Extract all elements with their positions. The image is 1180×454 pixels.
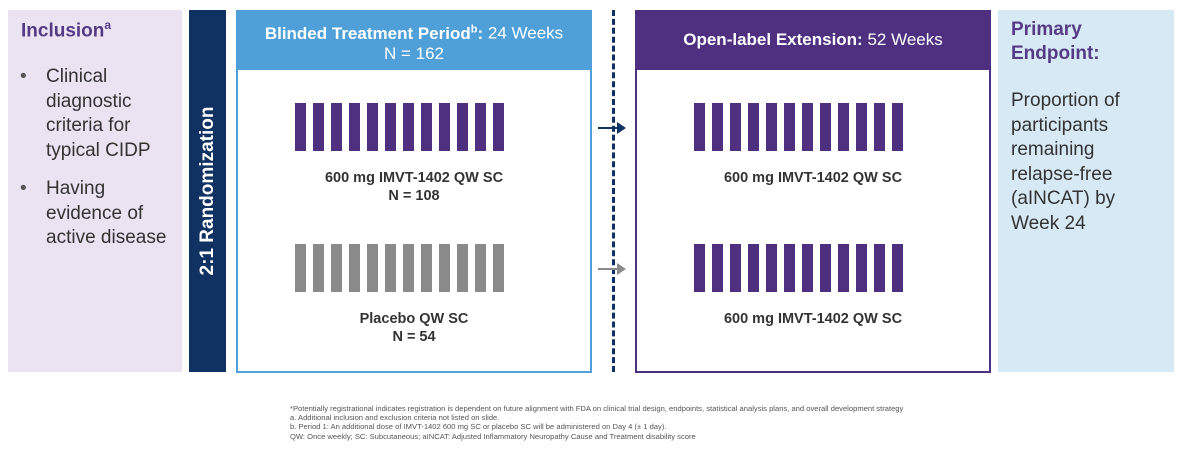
- dose-bar: [457, 244, 468, 292]
- dose-bar: [784, 103, 795, 151]
- footnote: *Potentially registrational indicates re…: [290, 404, 904, 413]
- dose-bar: [766, 103, 777, 151]
- footnote: a. Additional inclusion and exclusion cr…: [290, 413, 500, 423]
- period-divider: [612, 10, 615, 372]
- blinded-period-header: Blinded Treatment Periodb: 24 Weeks N = …: [236, 10, 592, 70]
- dose-bar: [892, 244, 903, 292]
- dose-bar: [712, 103, 723, 151]
- arm-label-treatment: 600 mg IMVT-1402 QW SC N = 108: [324, 170, 504, 204]
- dose-bar: [385, 103, 396, 151]
- arm-label-extension: 600 mg IMVT-1402 QW SC: [723, 170, 903, 186]
- dose-bar: [892, 103, 903, 151]
- dose-bar: [439, 103, 450, 151]
- dose-bar: [331, 244, 342, 292]
- dose-bar: [838, 244, 849, 292]
- inclusion-item: Having evidence of active disease: [20, 177, 180, 251]
- dose-bar: [403, 103, 414, 151]
- dose-bar: [403, 244, 414, 292]
- blinded-period-box: Blinded Treatment Periodb: 24 Weeks N = …: [236, 10, 592, 373]
- dose-bar: [385, 244, 396, 292]
- dose-bar: [820, 103, 831, 151]
- dose-bar: [694, 244, 705, 292]
- dose-bar: [439, 244, 450, 292]
- open-label-box: Open-label Extension: 52 Weeks 600 mg IM…: [635, 10, 991, 373]
- dose-bar: [421, 103, 432, 151]
- arrow-right-icon: [598, 122, 626, 134]
- dose-bar: [295, 103, 306, 151]
- dose-bar: [493, 244, 504, 292]
- dose-bar: [421, 244, 432, 292]
- randomization-bar: 2:1 Randomization: [189, 10, 226, 372]
- footnote: QW: Once weekly; SC: Subcutaneous; aINCA…: [290, 431, 696, 441]
- footnotes: *Potentially registrational indicates re…: [290, 404, 1010, 441]
- dose-bar: [802, 103, 813, 151]
- dose-bar: [784, 244, 795, 292]
- dose-bar: [802, 244, 813, 292]
- inclusion-item: Clinical diagnostic criteria for typical…: [20, 65, 180, 163]
- dose-bar: [475, 103, 486, 151]
- dose-bar: [874, 244, 885, 292]
- dose-bars-extension: [694, 103, 903, 151]
- dose-bar: [493, 103, 504, 151]
- dose-bars-extension: [694, 244, 903, 292]
- dose-bar: [856, 103, 867, 151]
- dose-bar: [295, 244, 306, 292]
- dose-bar: [331, 103, 342, 151]
- dose-bar: [748, 244, 759, 292]
- footnote: b. Period 1: An additional dose of IMVT-…: [290, 422, 667, 432]
- dose-bar: [349, 103, 360, 151]
- dose-bar: [838, 103, 849, 151]
- dose-bar: [748, 103, 759, 151]
- inclusion-title: Inclusiona: [21, 18, 112, 42]
- dose-bar: [712, 244, 723, 292]
- dose-bar: [766, 244, 777, 292]
- endpoint-panel: Primary Endpoint: Proportion of particip…: [998, 10, 1174, 372]
- dose-bar: [820, 244, 831, 292]
- inclusion-panel: Inclusiona Clinical diagnostic criteria …: [8, 10, 182, 372]
- dose-bar: [367, 103, 378, 151]
- inclusion-list: Clinical diagnostic criteria for typical…: [20, 65, 180, 265]
- dose-bar: [730, 244, 741, 292]
- open-label-header: Open-label Extension: 52 Weeks: [635, 10, 991, 70]
- endpoint-title: Primary Endpoint:: [1011, 19, 1100, 64]
- endpoint-text: Proportion of participants remaining rel…: [1011, 90, 1120, 234]
- dose-bar: [856, 244, 867, 292]
- arm-label-extension: 600 mg IMVT-1402 QW SC: [723, 311, 903, 327]
- dose-bar: [313, 103, 324, 151]
- dose-bars-placebo: [295, 244, 504, 292]
- dose-bar: [730, 103, 741, 151]
- dose-bar: [874, 103, 885, 151]
- dose-bar: [313, 244, 324, 292]
- dose-bar: [694, 103, 705, 151]
- randomization-label: 2:1 Randomization: [196, 106, 218, 276]
- arm-label-placebo: Placebo QW SC N = 54: [359, 311, 469, 345]
- dose-bar: [475, 244, 486, 292]
- blinded-total-n: N = 162: [383, 43, 444, 63]
- dose-bars-treatment: [295, 103, 504, 151]
- dose-bar: [367, 244, 378, 292]
- arrow-right-icon: [598, 263, 626, 275]
- dose-bar: [349, 244, 360, 292]
- dose-bar: [457, 103, 468, 151]
